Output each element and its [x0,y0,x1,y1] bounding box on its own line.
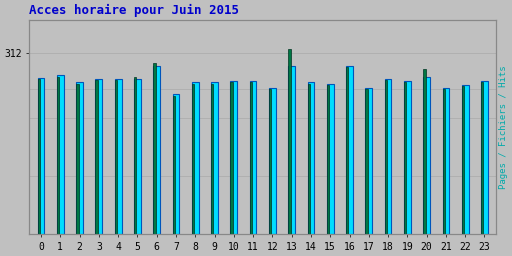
Bar [366,89,368,234]
Bar [153,63,156,234]
Bar [134,79,141,234]
Bar [95,79,102,234]
Bar [269,89,271,234]
Bar [442,88,450,234]
Bar [462,85,468,234]
Bar [37,79,40,234]
Bar [250,82,252,234]
Bar [269,88,276,234]
Bar [442,89,445,234]
Bar [173,94,179,234]
Bar [115,79,121,234]
Bar [327,85,329,234]
Bar [134,77,136,234]
Bar [211,82,218,234]
Bar [385,79,392,234]
Bar [404,82,407,234]
Bar [95,80,98,234]
Bar [192,83,194,234]
Bar [423,69,425,234]
Bar [481,82,483,234]
Bar [327,83,334,234]
Bar [173,96,175,234]
Bar [57,75,63,234]
Bar [288,49,291,234]
Bar [404,81,411,234]
Bar [346,67,349,234]
Bar [192,82,199,234]
Bar [76,83,78,234]
Bar [230,81,237,234]
Bar [76,82,83,234]
Bar [385,80,387,234]
Bar [366,88,372,234]
Bar [211,83,214,234]
Bar [230,82,233,234]
Bar [153,66,160,234]
Bar [308,82,314,234]
Bar [308,83,310,234]
Text: Acces horaire pour Juin 2015: Acces horaire pour Juin 2015 [29,4,240,17]
Bar [462,86,464,234]
Y-axis label: Pages / Fichiers / Hits: Pages / Fichiers / Hits [499,65,508,189]
Bar [423,77,430,234]
Bar [481,81,488,234]
Bar [288,66,295,234]
Bar [57,77,59,234]
Bar [250,81,257,234]
Bar [37,78,45,234]
Bar [346,66,353,234]
Bar [115,80,117,234]
